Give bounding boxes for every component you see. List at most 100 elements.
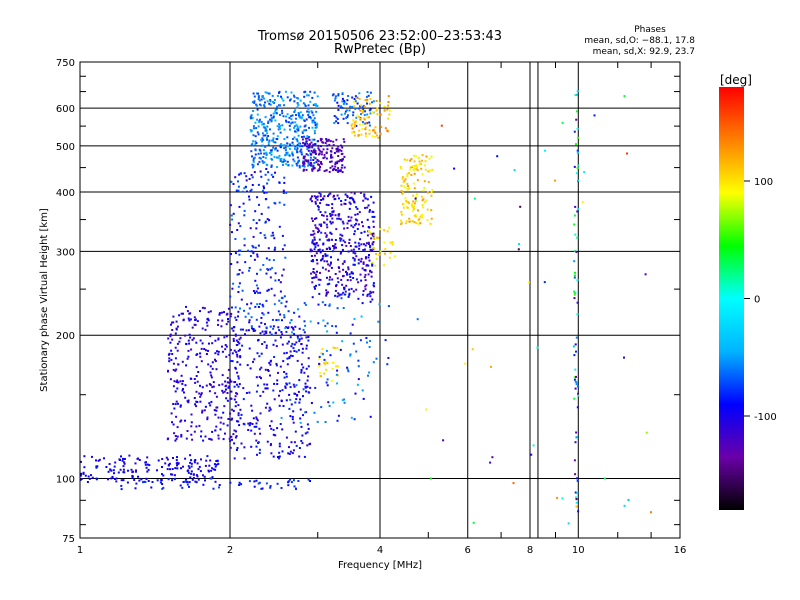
data-point (227, 368, 230, 371)
data-point (355, 96, 357, 99)
data-point (247, 429, 250, 431)
data-point (253, 156, 256, 159)
data-point (327, 291, 330, 294)
data-point (355, 116, 358, 119)
data-point (225, 335, 228, 338)
data-point (337, 104, 340, 107)
data-point (263, 152, 266, 155)
data-point (366, 116, 369, 119)
data-point (146, 463, 149, 466)
data-point (255, 103, 258, 106)
data-point (283, 244, 286, 247)
data-point (170, 349, 173, 352)
data-point (262, 138, 265, 141)
data-point (287, 480, 290, 483)
data-point (369, 112, 372, 115)
data-point (424, 168, 427, 171)
data-point (304, 137, 307, 140)
data-point (423, 180, 426, 183)
data-point (574, 491, 577, 494)
data-point (346, 116, 349, 118)
data-point (353, 259, 356, 262)
data-point (302, 328, 305, 331)
data-point (314, 386, 317, 389)
data-point (374, 130, 376, 133)
data-point (80, 472, 83, 475)
data-point (295, 130, 298, 133)
data-point (319, 195, 322, 198)
data-point (326, 283, 329, 286)
data-point (167, 478, 170, 481)
data-point (275, 345, 278, 348)
data-point (322, 255, 325, 258)
data-point (351, 105, 354, 108)
data-point (332, 401, 335, 404)
data-point (337, 292, 340, 295)
data-point (313, 167, 316, 170)
data-point (357, 223, 360, 226)
data-point (336, 347, 339, 349)
data-point (175, 381, 178, 383)
data-point (261, 312, 264, 315)
data-point (314, 157, 317, 160)
data-point (236, 261, 239, 264)
data-point (190, 472, 193, 475)
data-point (322, 197, 325, 200)
data-point (413, 168, 416, 171)
data-point (292, 383, 295, 386)
data-point (232, 282, 235, 285)
data-point (268, 92, 271, 95)
data-point (337, 170, 340, 173)
data-point (334, 198, 337, 200)
data-point (357, 297, 360, 300)
data-point (213, 463, 216, 466)
data-point (172, 385, 175, 388)
data-point (341, 158, 344, 161)
data-point (265, 299, 268, 302)
data-point (256, 352, 259, 355)
data-point (289, 321, 292, 324)
data-point (574, 380, 577, 383)
data-point (181, 382, 184, 385)
data-point (375, 236, 378, 239)
data-point (291, 151, 294, 154)
data-point (347, 215, 350, 218)
data-point (581, 200, 584, 203)
data-point (274, 147, 277, 150)
data-point (416, 169, 419, 172)
data-point (258, 325, 261, 328)
data-point (244, 333, 246, 336)
data-point (298, 159, 301, 162)
data-point (243, 244, 246, 247)
data-point (383, 109, 386, 112)
data-point (326, 239, 329, 242)
data-point (368, 230, 370, 233)
data-point (283, 376, 286, 379)
data-point (247, 312, 250, 315)
data-point (252, 125, 255, 128)
data-point (334, 294, 337, 297)
data-point (279, 423, 282, 425)
data-point (213, 409, 216, 412)
data-point (319, 211, 322, 213)
data-point (297, 129, 300, 132)
data-point (427, 170, 430, 173)
data-point (255, 222, 258, 225)
data-point (214, 429, 217, 432)
data-point (167, 370, 169, 373)
data-point (215, 395, 218, 398)
data-point (328, 278, 331, 281)
data-point (258, 203, 260, 206)
data-point (269, 486, 272, 489)
data-point (176, 464, 178, 467)
data-point (240, 483, 243, 486)
data-point (188, 481, 191, 484)
data-point (367, 94, 370, 97)
data-point (623, 356, 625, 359)
data-point (295, 444, 298, 447)
data-point (340, 113, 343, 116)
data-point (413, 160, 416, 163)
data-point (275, 362, 278, 365)
legend-line-o: mean, sd,O: −88.1, 17.8 (584, 36, 695, 46)
data-point (285, 330, 288, 333)
